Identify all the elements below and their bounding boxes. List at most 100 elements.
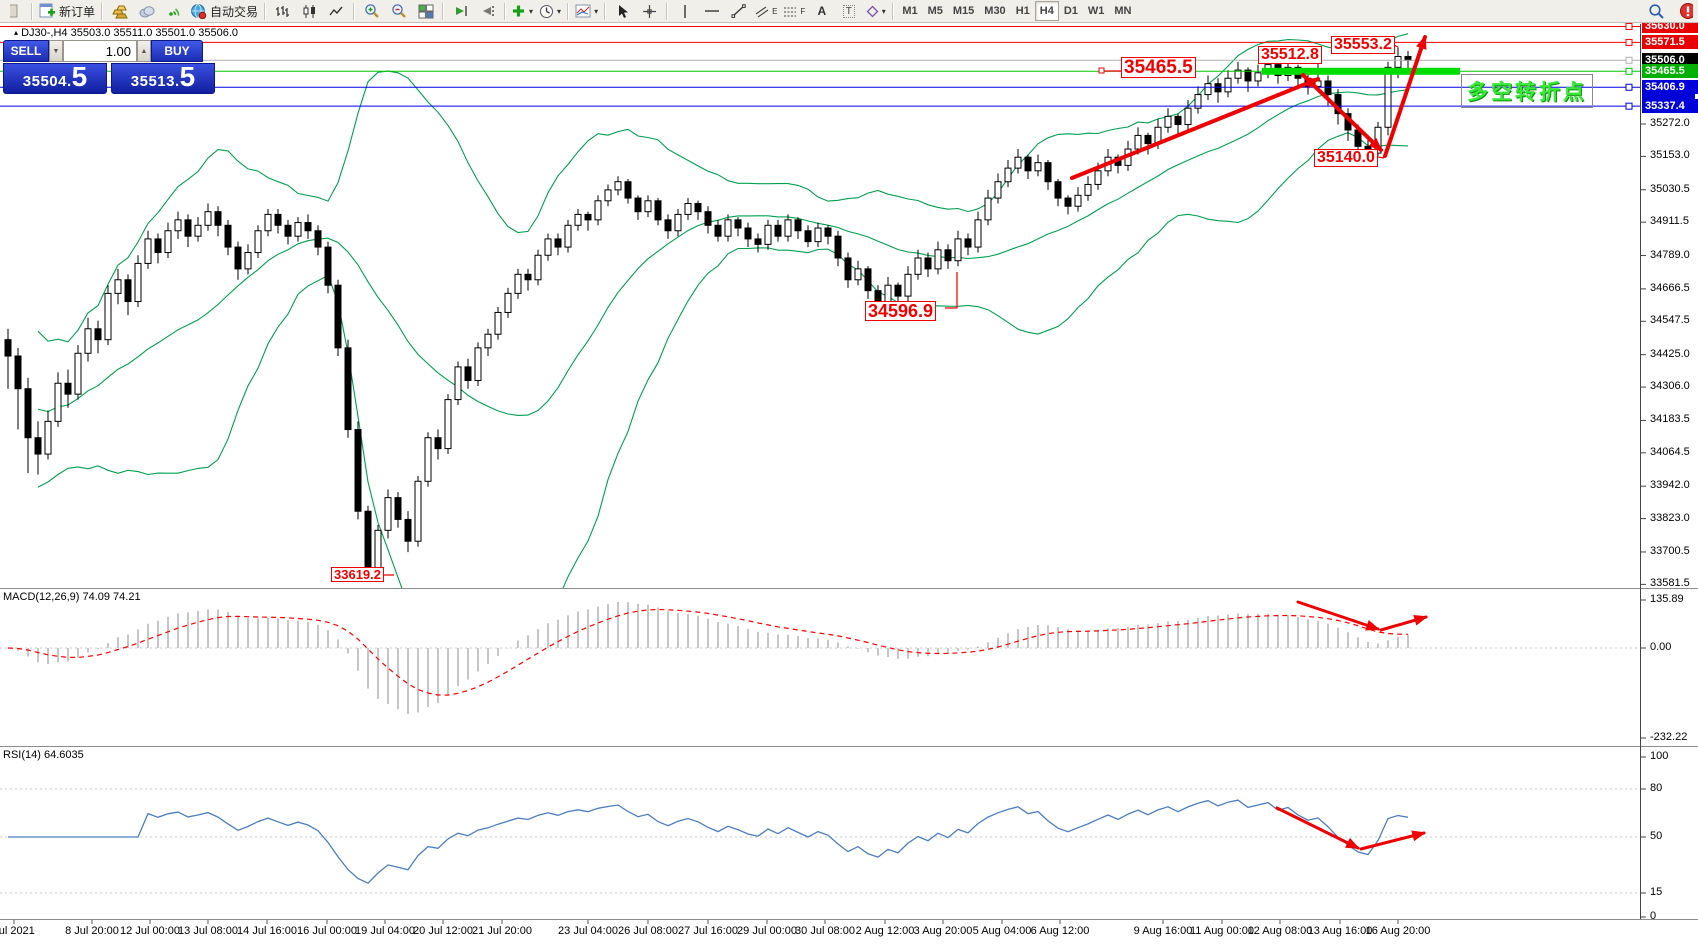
- channel-letter: E: [772, 6, 778, 16]
- gold-bars-button[interactable]: [106, 0, 133, 22]
- fibonacci-icon: [784, 7, 797, 16]
- horizontal-line-tool-button[interactable]: [698, 0, 725, 22]
- cursor-tool-button[interactable]: [609, 0, 636, 22]
- scale-tick-label: 34183.5: [1650, 413, 1690, 426]
- search-button[interactable]: [1643, 0, 1670, 22]
- turning-point-note[interactable]: 多空转折点: [1461, 74, 1593, 108]
- annotation-price-label[interactable]: 33619.2: [331, 567, 384, 583]
- timeframe-H1[interactable]: H1: [1015, 5, 1030, 17]
- indicators-add-icon: [513, 5, 525, 17]
- clock-icon: [540, 4, 554, 18]
- timeframe-M30[interactable]: M30: [984, 5, 1006, 17]
- scale-tick-label: 15: [1650, 886, 1663, 898]
- add-indicator-button[interactable]: ▾: [509, 0, 536, 22]
- volume-increase-button[interactable]: ▲: [137, 40, 151, 62]
- timeframe-D1[interactable]: D1: [1063, 5, 1078, 17]
- timeframe-bar: M1 M5 M15 M30 H1 H4 D1 W1 MN: [897, 1, 1136, 21]
- annotation-price-label[interactable]: 35512.8: [1258, 46, 1322, 65]
- market-cloud-button[interactable]: [133, 0, 160, 22]
- scale-tick-label: -232.22: [1650, 731, 1688, 743]
- price-line-label: 35406.9: [1642, 80, 1698, 95]
- sell-price-frac: 5: [71, 61, 88, 92]
- candle-chart-type-button[interactable]: [296, 0, 323, 22]
- timeframe-M5[interactable]: M5: [927, 5, 943, 17]
- time-axis-label: 23 Jul 04:00: [558, 925, 618, 937]
- auto-trading-button[interactable]: 自动交易: [187, 0, 261, 22]
- timeframe-W1[interactable]: W1: [1087, 5, 1105, 17]
- new-order-icon: [39, 3, 55, 18]
- one-click-trading-panel: SELL ▼ 1.00 ▲ BUY 35504. 5 35513. 5: [3, 40, 215, 94]
- zoom-in-icon: [364, 4, 379, 18]
- tile-windows-icon: [418, 4, 434, 18]
- time-axis-label: 6 Aug 12:00: [1030, 925, 1090, 937]
- chevron-down-icon: ▾: [529, 6, 534, 16]
- equidistant-channel-tool-button[interactable]: E: [752, 0, 780, 22]
- annotation-price-label[interactable]: 35553.2: [1331, 36, 1395, 55]
- time-axis-label: 21 Jul 20:00: [472, 925, 532, 937]
- volume-input[interactable]: 1.00: [63, 40, 137, 62]
- clipped-icon: [10, 4, 18, 18]
- clipped-toolbar-icon[interactable]: [1, 0, 28, 22]
- channel-icon: [755, 6, 769, 17]
- timeframe-M15[interactable]: M15: [952, 5, 975, 17]
- templates-button[interactable]: ▾: [572, 0, 601, 22]
- scale-tick-label: 34425.0: [1650, 347, 1690, 360]
- buy-price-display[interactable]: 35513. 5: [111, 63, 215, 94]
- time-axis-label: 12 Jul 00:00: [120, 925, 180, 937]
- new-order-button[interactable]: 新订单: [36, 0, 98, 22]
- chevron-down-icon: ▾: [557, 6, 562, 16]
- crosshair-tool-button[interactable]: [636, 0, 663, 22]
- time-axis-label: 5 Aug 04:00: [972, 925, 1032, 937]
- chart-shift-button[interactable]: [474, 0, 501, 22]
- fibo-letter: F: [800, 6, 806, 16]
- time-axis-label: 20 Jul 12:00: [413, 925, 473, 937]
- volume-decrease-button[interactable]: ▼: [49, 40, 63, 62]
- timeframe-M1[interactable]: M1: [902, 5, 918, 17]
- scale-tick-label: 34306.0: [1650, 380, 1690, 393]
- time-axis-label: 29 Jul 00:00: [737, 925, 797, 937]
- timeframe-MN[interactable]: MN: [1114, 5, 1132, 17]
- text-tool-button[interactable]: A: [808, 0, 835, 22]
- rsi-pane-label: RSI(14) 64.6035: [3, 749, 84, 761]
- zoom-in-button[interactable]: [358, 0, 385, 22]
- annotation-price-label[interactable]: 35465.5: [1121, 57, 1196, 79]
- bar-chart-type-button[interactable]: [269, 0, 296, 22]
- line-chart-type-button[interactable]: [323, 0, 350, 22]
- fibonacci-tool-button[interactable]: F: [780, 0, 808, 22]
- vertical-line-tool-button[interactable]: [671, 0, 698, 22]
- signals-button[interactable]: [160, 0, 187, 22]
- annotation-price-label[interactable]: 34596.9: [865, 301, 937, 322]
- sell-button[interactable]: SELL: [3, 40, 49, 62]
- scale-tick-label: 33581.5: [1650, 577, 1690, 590]
- time-axis-label: 27 Jul 16:00: [678, 925, 738, 937]
- zoom-out-icon: [391, 4, 406, 18]
- symbol-info-line: ▴ DJ30-,H4 35503.0 35511.0 35501.0 35506…: [14, 27, 238, 39]
- text-label-tool-button[interactable]: T: [835, 0, 862, 22]
- horizontal-line-icon: [704, 10, 719, 12]
- sell-price-display[interactable]: 35504. 5: [3, 63, 107, 94]
- scale-tick-label: 100: [1650, 750, 1669, 762]
- scale-tick-label: 33942.0: [1650, 479, 1690, 492]
- scale-tick-label: 34064.5: [1650, 445, 1690, 458]
- time-axis-label: 3 Aug 20:00: [913, 925, 973, 937]
- period-clock-button[interactable]: ▾: [536, 0, 564, 22]
- candle-chart-icon: [303, 4, 316, 18]
- text-label-icon: T: [842, 4, 855, 18]
- symbol-ohlc-text: DJ30-,H4 35503.0 35511.0 35501.0 35506.0: [21, 27, 238, 39]
- scale-tick-label: 0.00: [1650, 641, 1672, 653]
- buy-button[interactable]: BUY: [151, 40, 203, 62]
- scale-tick-label: 80: [1650, 782, 1663, 794]
- annotation-price-label[interactable]: 35140.0: [1314, 149, 1378, 168]
- tile-windows-button[interactable]: [412, 0, 439, 22]
- templates-icon: [575, 4, 591, 18]
- object-anchor-icon: ▴: [14, 28, 19, 37]
- time-axis-label: 16 Aug 20:00: [1365, 925, 1431, 937]
- arrows-shapes-button[interactable]: ▾: [862, 0, 889, 22]
- alert-button[interactable]: [1670, 0, 1697, 22]
- trendline-tool-button[interactable]: [725, 0, 752, 22]
- vertical-line-icon: [683, 4, 686, 18]
- auto-scroll-button[interactable]: [447, 0, 474, 22]
- timeframe-H4[interactable]: H4: [1034, 1, 1059, 21]
- zoom-out-button[interactable]: [385, 0, 412, 22]
